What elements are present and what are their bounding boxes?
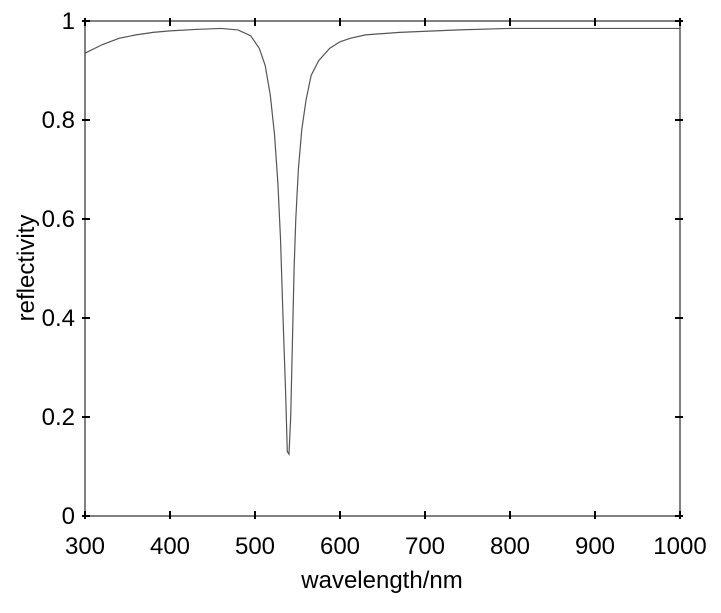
y-axis-label: reflectivity — [13, 215, 40, 322]
y-tick-label: 0.4 — [42, 305, 75, 332]
plot-frame — [84, 20, 681, 517]
x-tick-label: 400 — [150, 533, 190, 560]
x-axis-label: wavelength/nm — [300, 567, 462, 594]
x-tick-label: 700 — [405, 533, 445, 560]
x-tick-label: 300 — [65, 533, 105, 560]
data-line — [84, 27, 680, 456]
x-tick-label: 500 — [235, 533, 275, 560]
x-tick-label: 1000 — [653, 533, 706, 560]
y-tick-label: 0.8 — [42, 107, 75, 134]
y-tick-label: 0.2 — [42, 404, 75, 431]
x-tick-label: 900 — [575, 533, 615, 560]
y-tick-label: 0.6 — [42, 206, 75, 233]
y-tick-label: 0 — [62, 503, 75, 530]
y-tick-label: 1 — [62, 8, 75, 35]
x-tick-label: 600 — [320, 533, 360, 560]
x-tick-label: 800 — [490, 533, 530, 560]
